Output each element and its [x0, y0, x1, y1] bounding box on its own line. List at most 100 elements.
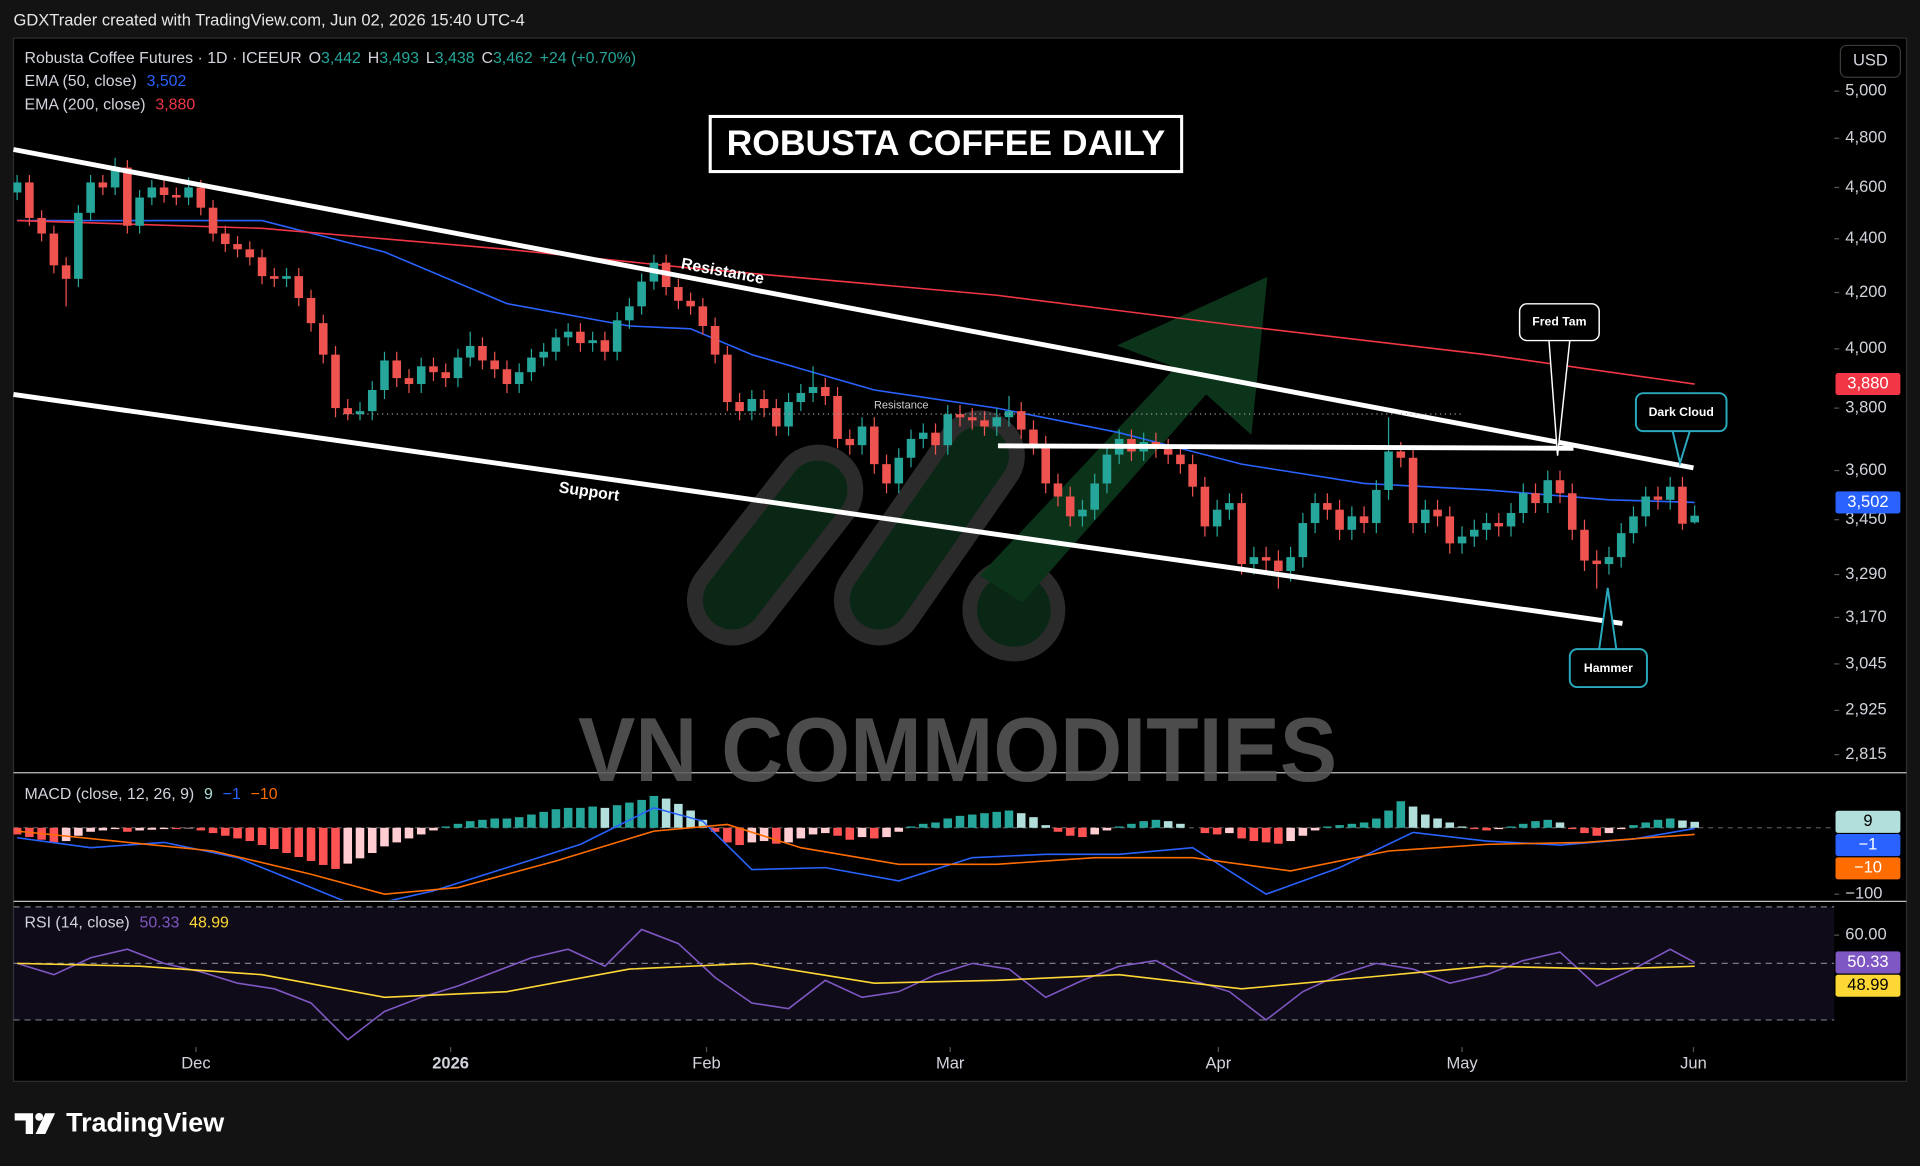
histogram-bar — [796, 827, 806, 839]
histogram-bar — [367, 827, 377, 854]
candle-body — [723, 354, 732, 403]
candle-body — [184, 187, 193, 198]
candle-body — [1604, 557, 1614, 565]
histogram-bar — [918, 823, 928, 828]
histogram-bar — [1482, 827, 1491, 831]
histogram-bar — [74, 827, 83, 836]
candle-body — [1445, 516, 1455, 544]
candle-body — [1274, 560, 1283, 572]
histogram-bar — [980, 813, 989, 828]
histogram-bar — [1114, 826, 1124, 828]
currency-label[interactable]: USD — [1853, 51, 1888, 70]
plots — [13, 157, 1835, 1041]
candle-body — [1163, 448, 1173, 455]
candle-body — [416, 366, 426, 385]
candle-body — [992, 417, 1002, 427]
currency-button[interactable] — [1839, 44, 1902, 78]
histogram-bar — [184, 827, 193, 829]
histogram-bar — [1433, 818, 1442, 828]
histogram-bar — [1457, 826, 1467, 828]
histogram-bar — [1004, 810, 1014, 828]
logo-mark — [35, 1113, 56, 1135]
candle-body — [1494, 523, 1504, 527]
candle-body — [1310, 503, 1320, 524]
histogram-bar — [1359, 822, 1369, 828]
histogram-bar — [355, 827, 365, 859]
y-tick-label: 4,800 — [1845, 128, 1886, 147]
histogram-bar — [870, 827, 879, 839]
candle-body — [1543, 480, 1553, 504]
histogram-bar — [343, 827, 353, 864]
histogram-bar — [808, 827, 818, 835]
histogram-bar — [894, 827, 904, 832]
histogram-bar — [331, 827, 340, 869]
histogram-bar — [588, 806, 597, 828]
candle-body — [282, 276, 291, 279]
histogram-bar — [1543, 819, 1553, 828]
resistance-line — [13, 147, 1694, 471]
histogram-bar — [257, 827, 267, 846]
candle-body — [1225, 503, 1234, 510]
attribution: GDXTrader created with TradingView.com, … — [13, 10, 524, 29]
candle-body — [1372, 489, 1381, 524]
candle-body — [1641, 496, 1650, 517]
legend-value: −1 — [223, 786, 241, 803]
histogram-bar — [1592, 827, 1602, 836]
candle-body — [1323, 503, 1332, 510]
candle-body — [747, 399, 757, 412]
ohlc-value: 3,442 — [321, 50, 361, 67]
candle-body — [1261, 557, 1271, 561]
histogram-bar — [196, 827, 206, 831]
candle-body — [1408, 457, 1418, 524]
callout-text: Fred Tam — [1532, 314, 1586, 328]
histogram-bar — [698, 819, 708, 828]
histogram-bar — [1347, 823, 1357, 828]
histogram-bar — [1139, 821, 1148, 828]
legend-value: 3,502 — [147, 73, 187, 90]
candle-body — [980, 420, 989, 427]
candle-body — [808, 387, 818, 394]
candle-body — [1249, 557, 1259, 565]
candle-body — [674, 287, 683, 301]
price-flag-label: −1 — [1859, 834, 1878, 853]
candle-body — [710, 325, 720, 355]
candle-body — [61, 265, 71, 279]
candle-body — [172, 195, 181, 198]
x-tick-label: Jun — [1680, 1054, 1707, 1073]
candle-body — [1335, 509, 1344, 530]
candle-body — [539, 351, 548, 358]
histogram-bar — [784, 827, 793, 843]
candle-body — [123, 167, 132, 226]
histogram-bar — [1678, 820, 1687, 828]
candle-body — [98, 182, 108, 188]
histogram-bar — [1212, 827, 1222, 835]
histogram-bar — [294, 827, 304, 857]
candle-body — [343, 408, 353, 415]
y-tick-label: 60.00 — [1845, 924, 1886, 943]
histogram-bar — [576, 807, 585, 828]
candle-body — [527, 357, 536, 373]
legend: EMA (50, close) 3,502 — [24, 73, 186, 90]
legend-name: EMA (200, close) — [24, 97, 145, 114]
ohlc-value: 3,493 — [379, 50, 419, 67]
price-flag — [1835, 810, 1901, 833]
histogram-bar — [906, 826, 916, 828]
candle-body — [233, 244, 242, 250]
legend: RSI (14, close) 50.33 48.99 — [24, 915, 229, 932]
y-tick-label: 3,800 — [1845, 397, 1886, 416]
y-tick-label: 2,815 — [1845, 744, 1886, 763]
price-flag-label: 9 — [1863, 811, 1872, 830]
indicator-line — [17, 219, 1695, 385]
candle-body — [159, 187, 169, 196]
indicator-line — [17, 807, 1695, 901]
histogram-bar — [1690, 821, 1699, 828]
histogram-bar — [147, 827, 157, 830]
histogram-bar — [282, 827, 291, 854]
histogram-bar — [1518, 823, 1528, 828]
histogram-bar — [1163, 821, 1173, 828]
histogram-bar — [208, 827, 218, 834]
legend-value: −10 — [251, 786, 278, 803]
candle-body — [894, 457, 904, 484]
y-tick-label: 2,925 — [1845, 700, 1886, 719]
candle-body — [270, 276, 279, 279]
